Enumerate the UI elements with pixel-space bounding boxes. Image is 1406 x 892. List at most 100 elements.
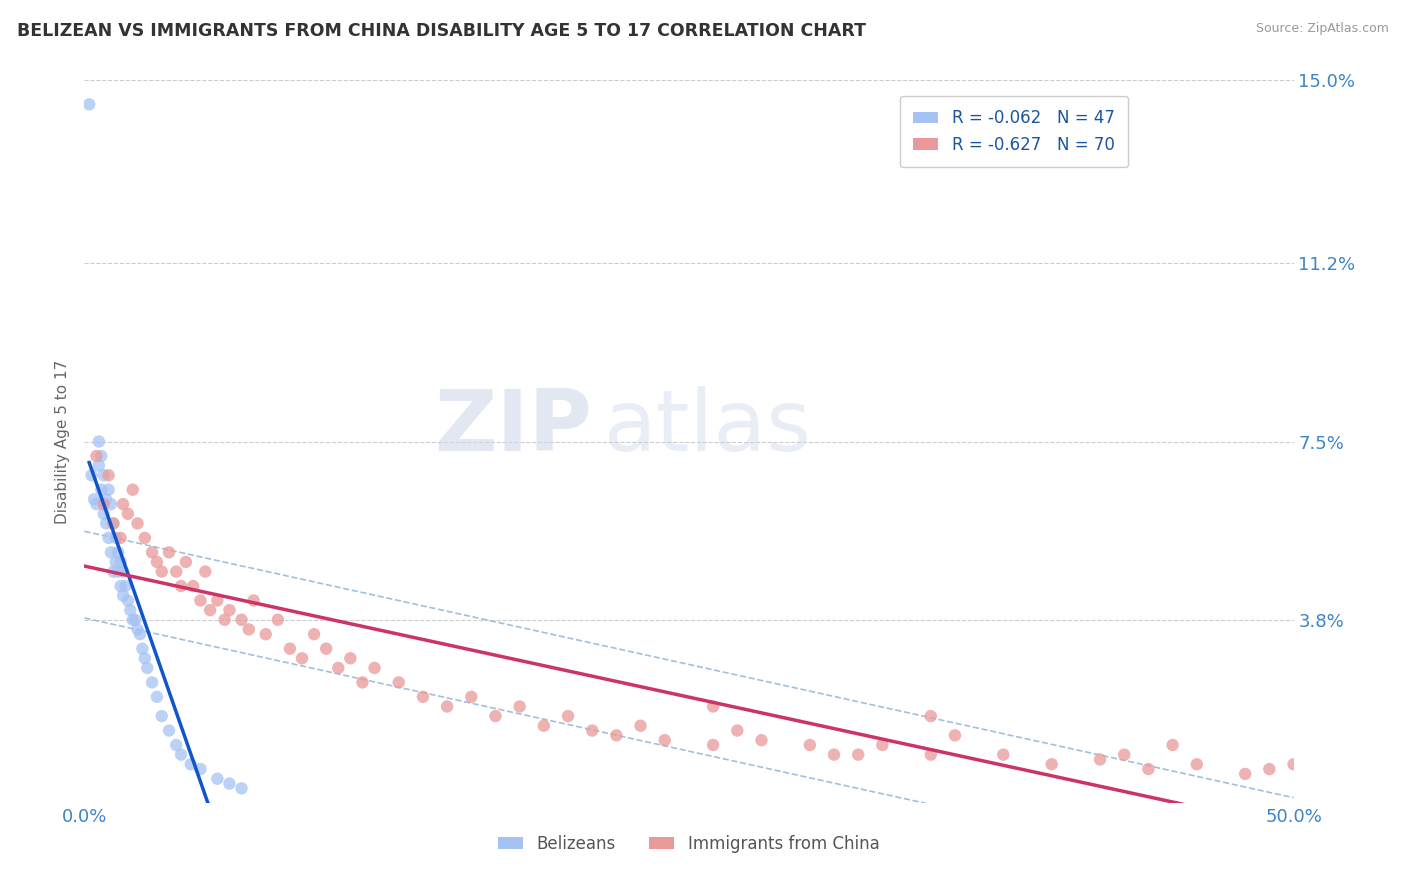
Point — [121, 483, 143, 497]
Point — [207, 772, 229, 786]
Point — [1282, 757, 1305, 772]
Point — [872, 738, 894, 752]
Point — [702, 699, 724, 714]
Point — [114, 579, 136, 593]
Point — [181, 579, 204, 593]
Point — [315, 641, 337, 656]
Point — [751, 733, 773, 747]
Text: Source: ZipAtlas.com: Source: ZipAtlas.com — [1256, 22, 1389, 36]
Point — [484, 709, 506, 723]
Point — [436, 699, 458, 714]
Point — [100, 497, 122, 511]
Point — [1161, 738, 1184, 752]
Point — [231, 781, 253, 796]
Text: ZIP: ZIP — [434, 385, 592, 468]
Point — [920, 709, 942, 723]
Point — [110, 531, 132, 545]
Point — [150, 565, 173, 579]
Point — [150, 709, 173, 723]
Point — [993, 747, 1015, 762]
Point — [174, 555, 197, 569]
Point — [278, 641, 301, 656]
Point — [103, 516, 125, 531]
Point — [77, 97, 100, 112]
Point — [180, 757, 202, 772]
Point — [97, 468, 120, 483]
Point — [129, 627, 152, 641]
Point — [509, 699, 531, 714]
Point — [104, 555, 127, 569]
Point — [460, 690, 482, 704]
Point — [725, 723, 748, 738]
Point — [823, 747, 845, 762]
Point — [100, 545, 122, 559]
Y-axis label: Disability Age 5 to 17: Disability Age 5 to 17 — [55, 359, 70, 524]
Point — [605, 728, 627, 742]
Point — [86, 449, 108, 463]
Point — [363, 661, 385, 675]
Point — [267, 613, 290, 627]
Point — [1114, 747, 1136, 762]
Point — [198, 603, 221, 617]
Point — [146, 555, 169, 569]
Point — [352, 675, 374, 690]
Point — [291, 651, 314, 665]
Point — [557, 709, 579, 723]
Point — [1088, 752, 1111, 766]
Point — [170, 747, 193, 762]
Text: BELIZEAN VS IMMIGRANTS FROM CHINA DISABILITY AGE 5 TO 17 CORRELATION CHART: BELIZEAN VS IMMIGRANTS FROM CHINA DISABI… — [17, 22, 866, 40]
Point — [654, 733, 676, 747]
Point — [799, 738, 821, 752]
Point — [1258, 762, 1281, 776]
Point — [117, 507, 139, 521]
Point — [1040, 757, 1063, 772]
Point — [103, 565, 125, 579]
Point — [533, 719, 555, 733]
Point — [702, 738, 724, 752]
Point — [302, 627, 325, 641]
Point — [170, 579, 193, 593]
Point — [242, 593, 264, 607]
Point — [214, 613, 236, 627]
Point — [110, 579, 132, 593]
Point — [94, 516, 117, 531]
Point — [90, 483, 112, 497]
Point — [581, 723, 603, 738]
Point — [157, 723, 180, 738]
Point — [238, 623, 260, 637]
Point — [1137, 762, 1160, 776]
Point — [131, 641, 153, 656]
Point — [190, 593, 212, 607]
Point — [86, 497, 108, 511]
Point — [127, 623, 149, 637]
Point — [87, 458, 110, 473]
Point — [112, 589, 135, 603]
Point — [97, 531, 120, 545]
Point — [117, 593, 139, 607]
Point — [124, 613, 146, 627]
Point — [121, 613, 143, 627]
Point — [920, 747, 942, 762]
Text: atlas: atlas — [605, 385, 813, 468]
Point — [93, 507, 115, 521]
Point — [141, 545, 163, 559]
Point — [134, 531, 156, 545]
Point — [136, 661, 159, 675]
Legend: Belizeans, Immigrants from China: Belizeans, Immigrants from China — [492, 828, 886, 860]
Point — [218, 603, 240, 617]
Point — [231, 613, 253, 627]
Point — [1234, 767, 1257, 781]
Point — [190, 762, 212, 776]
Point — [93, 468, 115, 483]
Point — [846, 747, 869, 762]
Point — [93, 497, 115, 511]
Point — [218, 776, 240, 790]
Point — [112, 497, 135, 511]
Point — [388, 675, 411, 690]
Point — [83, 492, 105, 507]
Point — [97, 483, 120, 497]
Point — [194, 565, 217, 579]
Point — [1185, 757, 1208, 772]
Point — [104, 531, 127, 545]
Point — [80, 468, 103, 483]
